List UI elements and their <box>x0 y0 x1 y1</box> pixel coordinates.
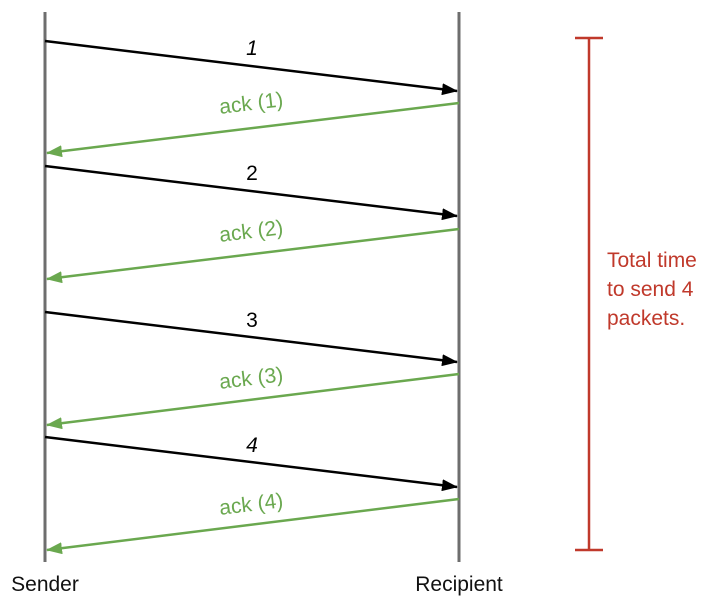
packet-arrow <box>44 435 458 492</box>
packet-label: 4 <box>246 434 258 457</box>
ack-label: ack (2) <box>218 216 284 247</box>
exchange-2: 2 ack (2) <box>44 162 460 284</box>
recipient-label: Recipient <box>415 573 503 596</box>
ack-arrow <box>46 372 460 430</box>
bracket-note-line-1: Total time <box>607 249 697 272</box>
ack-label: ack (4) <box>218 489 284 520</box>
exchange-1: 1 ack (1) <box>44 37 460 158</box>
packet-label: 2 <box>246 162 258 185</box>
ack-label: ack (1) <box>218 88 284 119</box>
packet-arrow <box>44 164 458 221</box>
bracket-note-line-3: packets. <box>607 307 685 330</box>
packet-arrow <box>44 310 458 367</box>
packet-label: 3 <box>246 309 258 332</box>
total-time-bracket: Total time to send 4 packets. <box>575 36 697 552</box>
bracket-note-line-2: to send 4 <box>607 278 694 301</box>
ack-arrow <box>46 497 460 555</box>
exchange-4: 4 ack (4) <box>44 434 460 555</box>
packet-label: 1 <box>246 37 258 60</box>
sender-label: Sender <box>11 573 79 596</box>
ack-arrow <box>46 101 460 158</box>
ack-label: ack (3) <box>218 363 284 394</box>
ack-arrow <box>46 227 460 284</box>
packet-arrow <box>44 39 458 96</box>
exchange-3: 3 ack (3) <box>44 309 460 430</box>
